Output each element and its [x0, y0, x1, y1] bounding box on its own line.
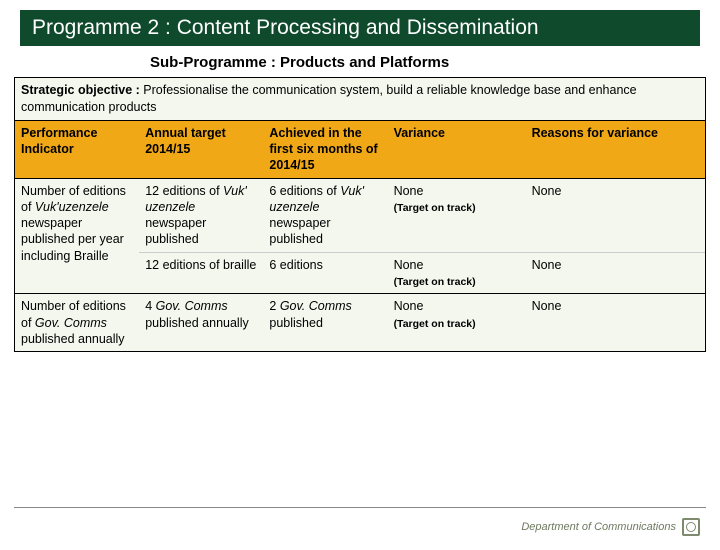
cell-reasons: None — [526, 178, 705, 252]
objective-label: Strategic objective : — [21, 83, 140, 97]
col-variance: Variance — [388, 121, 526, 178]
cell-achieved: 6 editions — [263, 252, 387, 294]
col-reasons: Reasons for variance — [526, 121, 705, 178]
cell-indicator: Number of editions of Gov. Comms publish… — [15, 294, 139, 351]
col-annual-target: Annual target 2014/15 — [139, 121, 263, 178]
table-header-row: Performance Indicator Annual target 2014… — [15, 121, 705, 178]
cell-target: 4 Gov. Comms published annually — [139, 294, 263, 351]
table-row: Number of editions of Vuk'uzenzele newsp… — [15, 178, 705, 252]
footer-text: Department of Communications — [521, 521, 676, 533]
globe-icon — [682, 518, 700, 536]
cell-target: 12 editions of Vuk' uzenzele newspaper p… — [139, 178, 263, 252]
performance-table: Performance Indicator Annual target 2014… — [15, 121, 705, 351]
strategic-objective: Strategic objective : Professionalise th… — [14, 77, 706, 121]
cell-achieved: 6 editions of Vuk' uzenzele newspaper pu… — [263, 178, 387, 252]
cell-variance: None(Target on track) — [388, 294, 526, 351]
cell-achieved: 2 Gov. Comms published — [263, 294, 387, 351]
cell-target: 12 editions of braille — [139, 252, 263, 294]
col-performance-indicator: Performance Indicator — [15, 121, 139, 178]
cell-variance: None(Target on track) — [388, 252, 526, 294]
table-body: Number of editions of Vuk'uzenzele newsp… — [15, 178, 705, 351]
cell-variance: None(Target on track) — [388, 178, 526, 252]
page-subtitle: Sub-Programme : Products and Platforms — [150, 54, 720, 71]
cell-reasons: None — [526, 294, 705, 351]
cell-reasons: None — [526, 252, 705, 294]
cell-indicator: Number of editions of Vuk'uzenzele newsp… — [15, 178, 139, 294]
footer-logo: Department of Communications — [521, 518, 700, 536]
footer-divider — [14, 507, 706, 508]
performance-table-wrapper: Performance Indicator Annual target 2014… — [14, 121, 706, 352]
col-achieved: Achieved in the first six months of 2014… — [263, 121, 387, 178]
table-row: Number of editions of Gov. Comms publish… — [15, 294, 705, 351]
page-title: Programme 2 : Content Processing and Dis… — [20, 10, 700, 46]
